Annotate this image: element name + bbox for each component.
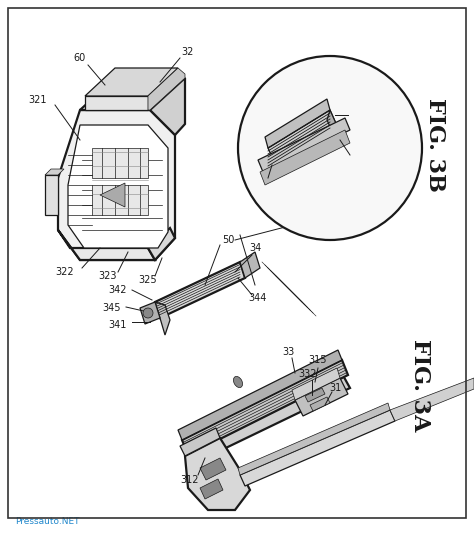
Polygon shape [155, 262, 245, 318]
Text: 60: 60 [74, 53, 86, 63]
Polygon shape [148, 228, 175, 260]
Polygon shape [195, 370, 350, 458]
Polygon shape [140, 302, 160, 324]
Polygon shape [305, 388, 325, 402]
Polygon shape [182, 360, 348, 455]
Text: 345: 345 [103, 303, 121, 313]
Polygon shape [58, 110, 175, 260]
Polygon shape [238, 403, 390, 475]
Polygon shape [100, 183, 125, 207]
Polygon shape [260, 130, 350, 185]
Text: 312: 312 [181, 475, 199, 485]
Polygon shape [150, 78, 185, 135]
Polygon shape [58, 230, 155, 260]
Text: 322: 322 [55, 267, 74, 277]
Text: 342: 342 [109, 285, 127, 295]
Text: 34: 34 [249, 243, 261, 253]
Polygon shape [178, 350, 342, 440]
Polygon shape [92, 148, 148, 178]
Polygon shape [85, 68, 178, 96]
Polygon shape [185, 438, 250, 510]
Polygon shape [295, 378, 348, 416]
Polygon shape [68, 125, 168, 248]
Text: 31: 31 [329, 383, 341, 393]
Polygon shape [155, 302, 170, 335]
Circle shape [143, 308, 153, 318]
Polygon shape [327, 110, 338, 138]
Text: 321: 321 [29, 95, 47, 105]
Polygon shape [200, 479, 223, 499]
Polygon shape [92, 185, 148, 215]
Polygon shape [240, 410, 395, 486]
Polygon shape [265, 99, 330, 148]
Text: 323: 323 [99, 271, 117, 281]
Polygon shape [148, 68, 185, 110]
Text: 341: 341 [109, 320, 127, 330]
Text: 315: 315 [309, 355, 327, 365]
Text: Pressauto.NET: Pressauto.NET [15, 517, 80, 526]
Text: 34: 34 [349, 107, 361, 117]
Text: 32: 32 [182, 47, 194, 57]
Text: 50: 50 [222, 235, 234, 245]
Circle shape [238, 56, 422, 240]
Text: 33: 33 [282, 347, 294, 357]
Polygon shape [258, 118, 350, 172]
Polygon shape [200, 458, 226, 480]
Polygon shape [45, 169, 64, 175]
Text: 344: 344 [249, 293, 267, 303]
Polygon shape [180, 428, 220, 456]
Polygon shape [80, 78, 185, 110]
Text: 344: 344 [349, 153, 367, 163]
Polygon shape [85, 96, 148, 110]
Polygon shape [45, 175, 58, 215]
Polygon shape [390, 378, 474, 421]
Polygon shape [292, 368, 340, 400]
Ellipse shape [233, 376, 243, 388]
Polygon shape [268, 110, 338, 166]
Text: FIG. 3B: FIG. 3B [424, 98, 446, 192]
Polygon shape [310, 397, 330, 411]
Text: 343: 343 [249, 177, 267, 187]
Polygon shape [240, 252, 260, 278]
Text: FIG. 3A: FIG. 3A [409, 339, 431, 431]
Text: 332: 332 [299, 369, 317, 379]
Text: 325: 325 [139, 275, 157, 285]
